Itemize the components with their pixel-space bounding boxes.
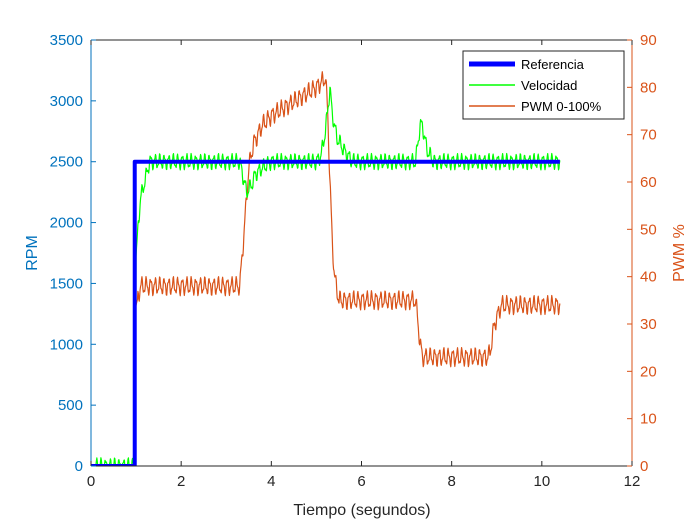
x-tick-label: 10 bbox=[533, 473, 550, 490]
x-tick-label: 6 bbox=[357, 473, 365, 490]
y-left-tick-label: 1500 bbox=[50, 275, 83, 292]
y-left-tick-label: 0 bbox=[75, 458, 83, 475]
legend-label-pwm: PWM 0-100% bbox=[521, 99, 602, 114]
y-right-tick-label: 50 bbox=[640, 221, 657, 238]
y-right-tick-label: 30 bbox=[640, 316, 657, 333]
series-line-pwm bbox=[134, 71, 561, 368]
series-layer bbox=[91, 71, 561, 466]
y-left-tick-label: 2000 bbox=[50, 215, 83, 232]
legend: Referencia Velocidad PWM 0-100% bbox=[462, 50, 625, 120]
y-right-tick-label: 60 bbox=[640, 174, 657, 191]
y-right-tick-label: 40 bbox=[640, 269, 657, 286]
y-left-tick-label: 500 bbox=[58, 397, 83, 414]
x-tick-label: 4 bbox=[267, 473, 275, 490]
y-axis-left-label: RPM bbox=[24, 235, 41, 271]
series-line-referencia bbox=[91, 159, 560, 466]
y-right-tick-label: 80 bbox=[640, 79, 657, 96]
y-right-tick-label: 70 bbox=[640, 127, 657, 144]
x-tick-label: 0 bbox=[87, 473, 95, 490]
y-right-tick-label: 10 bbox=[640, 411, 657, 428]
y-left-tick-label: 1000 bbox=[50, 336, 83, 353]
series-line-velocidad bbox=[91, 86, 561, 466]
x-axis-label: Tiempo (segundos) bbox=[293, 502, 430, 519]
y-left-tick-label: 2500 bbox=[50, 154, 83, 171]
y-right-tick-label: 90 bbox=[640, 32, 657, 49]
x-tick-label: 8 bbox=[447, 473, 455, 490]
y-right-tick-label: 20 bbox=[640, 363, 657, 380]
legend-label-referencia: Referencia bbox=[521, 57, 585, 72]
y-right-tick-label: 0 bbox=[640, 458, 648, 475]
y-left-tick-label: 3500 bbox=[50, 32, 83, 49]
x-tick-label: 12 bbox=[624, 473, 641, 490]
y-axis-right-label: PWM % bbox=[671, 224, 688, 282]
y-left-tick-label: 3000 bbox=[50, 93, 83, 110]
axes-layer: 0 2 4 6 8 10 120500100015002000250030003500010… bbox=[50, 32, 657, 490]
legend-label-velocidad: Velocidad bbox=[521, 78, 577, 93]
x-tick-label: 2 bbox=[177, 473, 185, 490]
